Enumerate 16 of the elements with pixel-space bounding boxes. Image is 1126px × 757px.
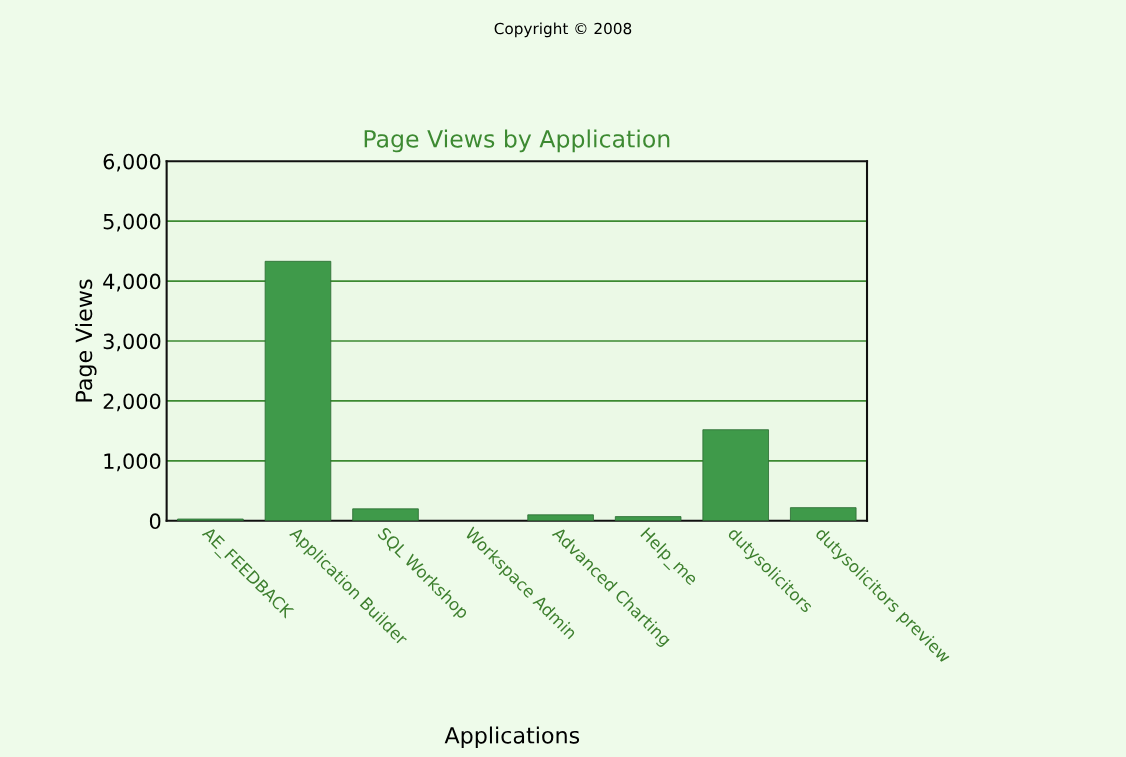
- y-tick-label: 1,000: [104, 453, 161, 472]
- y-tick-label: 5,000: [103, 213, 161, 232]
- x-axis-title: Applications: [444, 726, 580, 748]
- y-axis-title: Page Views: [75, 279, 97, 402]
- bar: [352, 508, 419, 521]
- text: Copyright © 2008: [494, 22, 632, 38]
- y-tick-label: 4,000: [103, 273, 161, 292]
- bar: [790, 507, 857, 521]
- bar: [702, 429, 769, 521]
- y-tick-label: 2,000: [103, 393, 161, 412]
- bar: [264, 260, 332, 521]
- y-tick-label: 3,000: [103, 333, 161, 352]
- chart-title: Page Views by Application: [364, 129, 670, 153]
- y-tick-label: 6,000: [103, 153, 161, 172]
- y-tick-label: 0: [149, 513, 161, 530]
- bar: [527, 514, 594, 521]
